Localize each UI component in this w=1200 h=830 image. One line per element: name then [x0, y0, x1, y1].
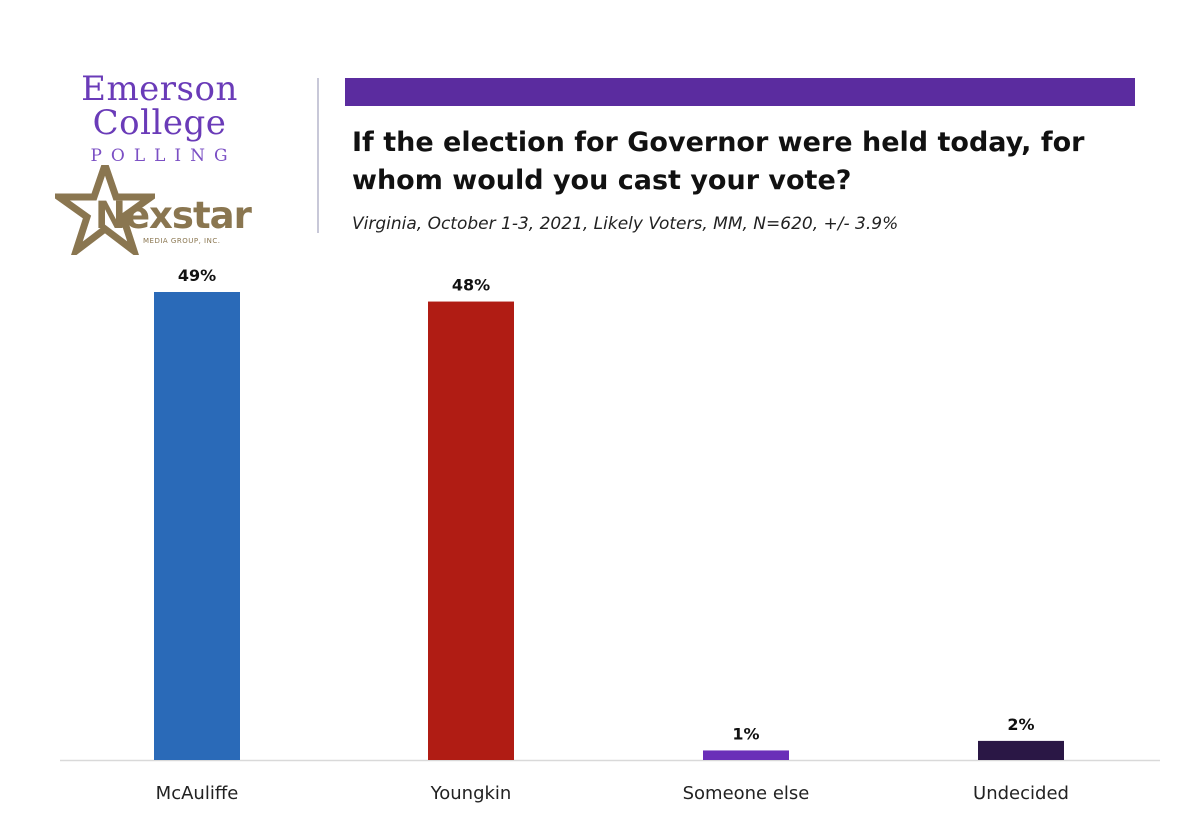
bar-someone-else — [703, 750, 789, 760]
bar-chart: 49% McAuliffe 48% Youngkin 1% Someone else 2% U… — [60, 266, 1160, 804]
data-label: 1% — [732, 724, 759, 743]
data-label: 49% — [178, 266, 216, 285]
nexstar-logo-tagline: MEDIA GROUP, INC. — [143, 237, 221, 245]
nexstar-star-icon — [55, 165, 155, 255]
header-divider — [317, 78, 319, 233]
nexstar-logo: Nexstar MEDIA GROUP, INC. — [55, 165, 252, 255]
category-label: Youngkin — [430, 783, 512, 804]
category-label: Undecided — [973, 783, 1069, 804]
chart-subtitle: Virginia, October 1-3, 2021, Likely Vote… — [352, 214, 899, 234]
bar-mcauliffe — [154, 292, 240, 760]
data-label: 2% — [1007, 715, 1034, 734]
emerson-logo-name: Emerson College — [81, 69, 238, 143]
bar-undecided — [978, 740, 1064, 760]
emerson-logo-subtitle: POLLING — [90, 146, 237, 166]
bar-youngkin — [428, 301, 514, 760]
header-accent-bar — [345, 78, 1135, 106]
nexstar-logo-name: Nexstar — [95, 194, 252, 237]
emerson-college-polling-logo: Emerson College POLLING — [22, 72, 297, 166]
category-label: Someone else — [683, 783, 810, 804]
category-label: McAuliffe — [156, 783, 239, 804]
data-label: 48% — [452, 276, 490, 295]
chart-title: If the election for Governor were held t… — [352, 127, 1085, 196]
